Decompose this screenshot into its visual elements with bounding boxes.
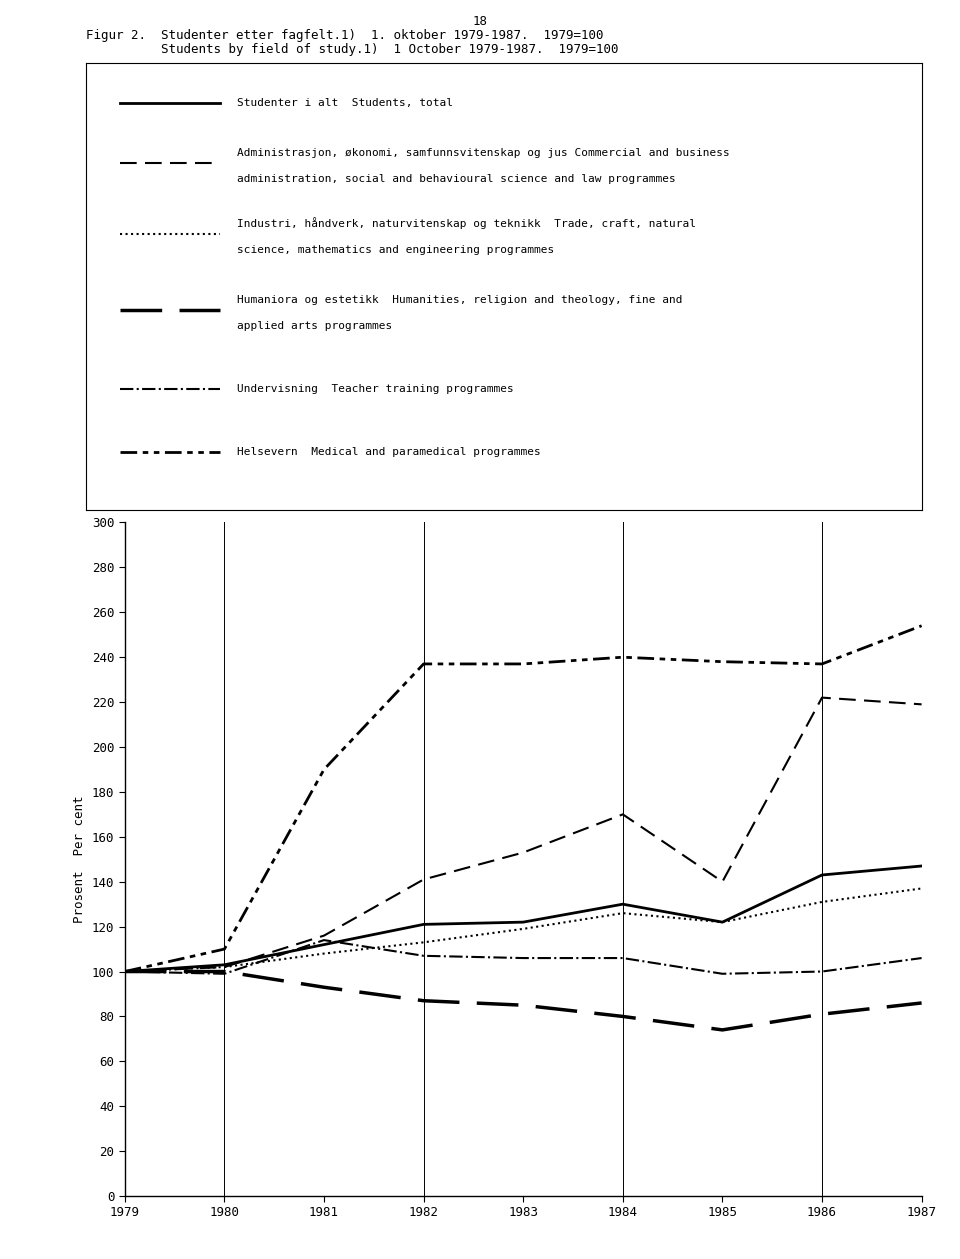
Y-axis label: Prosent  Per cent: Prosent Per cent — [73, 796, 86, 923]
Text: Students by field of study.1)  1 October 1979-1987.  1979=100: Students by field of study.1) 1 October … — [86, 43, 619, 55]
Text: Figur 2.  Studenter etter fagfelt.1)  1. oktober 1979-1987.  1979=100: Figur 2. Studenter etter fagfelt.1) 1. o… — [86, 29, 604, 42]
Text: Undervisning  Teacher training programmes: Undervisning Teacher training programmes — [237, 384, 514, 394]
Text: administration, social and behavioural science and law programmes: administration, social and behavioural s… — [237, 174, 676, 184]
Text: Studenter i alt  Students, total: Studenter i alt Students, total — [237, 98, 453, 108]
Text: science, mathematics and engineering programmes: science, mathematics and engineering pro… — [237, 246, 554, 256]
Text: 18: 18 — [472, 15, 488, 28]
Text: Helsevern  Medical and paramedical programmes: Helsevern Medical and paramedical progra… — [237, 447, 540, 457]
Text: Administrasjon, økonomi, samfunnsvitenskap og jus Commercial and business: Administrasjon, økonomi, samfunnsvitensk… — [237, 147, 730, 157]
Text: Industri, håndverk, naturvitenskap og teknikk  Trade, craft, natural: Industri, håndverk, naturvitenskap og te… — [237, 218, 696, 229]
Text: Humaniora og estetikk  Humanities, religion and theology, fine and: Humaniora og estetikk Humanities, religi… — [237, 296, 683, 306]
Text: applied arts programmes: applied arts programmes — [237, 321, 392, 331]
